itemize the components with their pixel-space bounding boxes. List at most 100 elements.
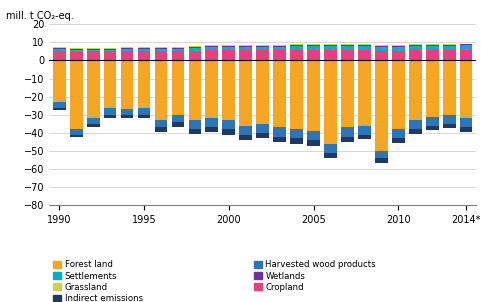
Bar bbox=[70, 129, 82, 135]
Bar bbox=[53, 49, 66, 51]
Bar bbox=[121, 109, 134, 115]
Bar bbox=[70, 48, 82, 49]
Bar bbox=[137, 49, 150, 51]
Bar bbox=[189, 51, 201, 60]
Bar bbox=[460, 44, 472, 45]
Bar bbox=[375, 60, 388, 151]
Bar bbox=[87, 124, 100, 127]
Bar bbox=[375, 46, 388, 47]
Bar bbox=[324, 44, 337, 45]
Bar bbox=[324, 153, 337, 158]
Bar bbox=[87, 50, 100, 52]
Bar bbox=[341, 45, 354, 46]
Bar bbox=[409, 50, 422, 60]
Bar bbox=[121, 51, 134, 60]
Bar bbox=[222, 46, 235, 47]
Bar bbox=[375, 45, 388, 46]
Bar bbox=[171, 48, 184, 49]
Bar bbox=[171, 49, 184, 51]
Bar bbox=[409, 60, 422, 120]
Bar bbox=[392, 46, 405, 47]
Bar bbox=[409, 44, 422, 45]
Bar bbox=[341, 137, 354, 142]
Bar bbox=[460, 60, 472, 118]
Bar bbox=[358, 126, 371, 135]
Bar bbox=[171, 115, 184, 122]
Bar bbox=[189, 46, 201, 47]
Bar bbox=[155, 120, 167, 127]
Bar bbox=[256, 133, 269, 138]
Bar bbox=[171, 51, 184, 60]
Bar bbox=[307, 45, 320, 46]
Bar bbox=[121, 47, 134, 48]
Bar bbox=[205, 46, 218, 47]
Bar bbox=[358, 135, 371, 139]
Bar bbox=[426, 45, 438, 46]
Bar bbox=[189, 129, 201, 134]
Bar bbox=[290, 129, 303, 138]
Bar bbox=[307, 44, 320, 45]
Bar bbox=[104, 108, 116, 115]
Bar bbox=[324, 45, 337, 46]
Bar bbox=[307, 131, 320, 140]
Bar bbox=[273, 47, 286, 50]
Bar bbox=[460, 43, 472, 44]
Bar bbox=[222, 50, 235, 60]
Bar bbox=[155, 48, 167, 49]
Bar bbox=[70, 50, 82, 52]
Bar bbox=[307, 60, 320, 131]
Bar bbox=[460, 118, 472, 127]
Bar bbox=[53, 60, 66, 102]
Bar bbox=[409, 120, 422, 129]
Bar bbox=[121, 49, 134, 51]
Bar bbox=[358, 46, 371, 50]
Bar bbox=[171, 47, 184, 48]
Bar bbox=[222, 129, 235, 135]
Bar bbox=[324, 60, 337, 144]
Bar bbox=[426, 46, 438, 50]
Bar bbox=[87, 49, 100, 50]
Bar bbox=[341, 44, 354, 45]
Bar bbox=[273, 45, 286, 46]
Bar bbox=[189, 47, 201, 48]
Bar bbox=[222, 47, 235, 50]
Bar bbox=[53, 48, 66, 49]
Bar bbox=[256, 47, 269, 50]
Bar bbox=[426, 126, 438, 130]
Bar bbox=[137, 108, 150, 115]
Bar bbox=[121, 48, 134, 49]
Bar bbox=[375, 158, 388, 163]
Bar bbox=[70, 60, 82, 129]
Bar bbox=[121, 60, 134, 109]
Bar bbox=[104, 49, 116, 50]
Bar bbox=[392, 129, 405, 138]
Bar bbox=[53, 102, 66, 108]
Bar bbox=[53, 47, 66, 48]
Bar bbox=[375, 51, 388, 60]
Bar bbox=[205, 47, 218, 50]
Bar bbox=[460, 45, 472, 50]
Bar bbox=[104, 60, 116, 108]
Bar bbox=[358, 44, 371, 45]
Bar bbox=[155, 60, 167, 120]
Bar bbox=[171, 122, 184, 127]
Bar bbox=[392, 51, 405, 60]
Bar bbox=[307, 140, 320, 146]
Bar bbox=[137, 115, 150, 118]
Bar bbox=[273, 50, 286, 60]
Bar bbox=[87, 118, 100, 124]
Bar bbox=[443, 60, 456, 115]
Bar bbox=[256, 60, 269, 124]
Bar bbox=[290, 50, 303, 60]
Bar bbox=[240, 47, 252, 50]
Bar bbox=[104, 115, 116, 118]
Bar bbox=[70, 52, 82, 60]
Bar bbox=[443, 44, 456, 45]
Bar bbox=[155, 51, 167, 60]
Bar bbox=[104, 52, 116, 60]
Bar bbox=[155, 127, 167, 132]
Bar bbox=[290, 45, 303, 46]
Bar bbox=[53, 51, 66, 60]
Bar bbox=[426, 60, 438, 117]
Bar bbox=[70, 49, 82, 50]
